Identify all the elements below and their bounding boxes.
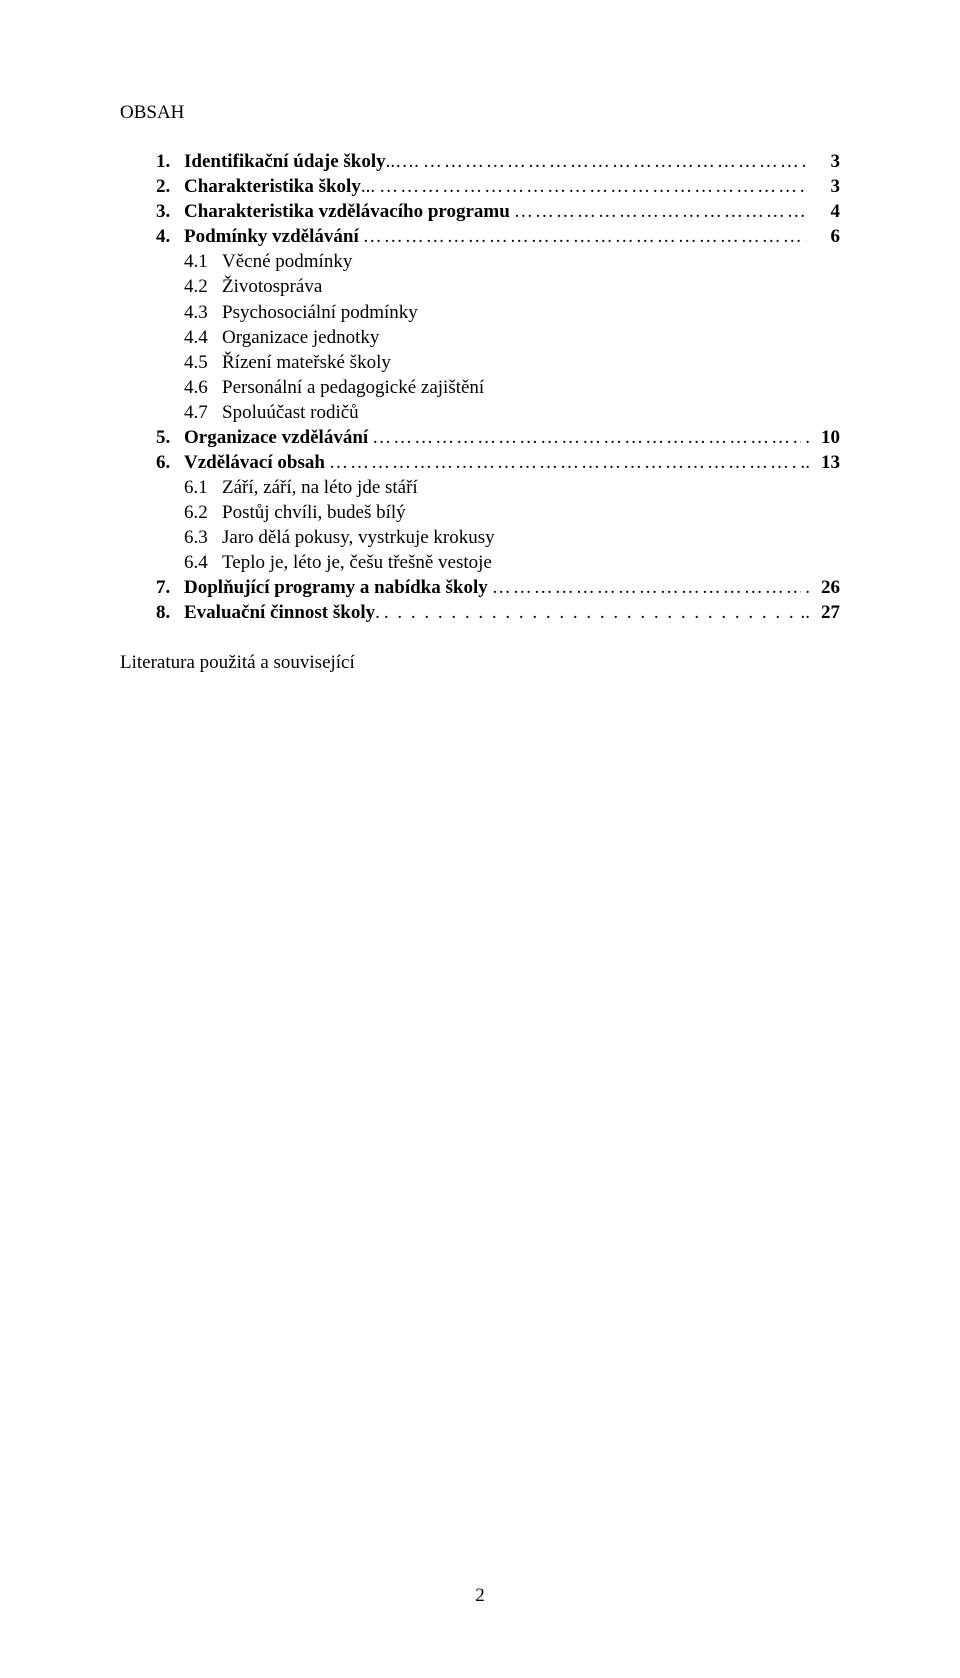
- toc-subentry: 6.3 Jaro dělá pokusy, vystrkuje krokusy: [184, 525, 840, 550]
- toc-leader: [329, 450, 797, 475]
- toc-number: 5.: [156, 425, 184, 450]
- toc-trail: .: [375, 600, 380, 625]
- toc-leader: [384, 600, 797, 625]
- toc-leader: [379, 174, 806, 199]
- toc-number: 8.: [156, 600, 184, 625]
- toc-subentry: 4.4 Organizace jednotky: [184, 325, 840, 350]
- toc-subentry: 4.2 Životospráva: [184, 274, 840, 299]
- toc-subtext: Jaro dělá pokusy, vystrkuje krokusy: [222, 525, 495, 550]
- toc-leader: [363, 224, 806, 249]
- toc-sublist: 4.1 Věcné podmínky 4.2 Životospráva 4.3 …: [156, 249, 840, 425]
- toc-subnumber: 4.2: [184, 274, 222, 299]
- toc-entry: 7. Doplňující programy a nabídka školy .…: [156, 575, 840, 600]
- toc-page: 27: [810, 600, 840, 625]
- toc-subnumber: 4.3: [184, 300, 222, 325]
- toc-subtext: Personální a pedagogické zajištění: [222, 375, 484, 400]
- toc-leader: [372, 425, 801, 450]
- toc-text: Vzdělávací obsah: [184, 450, 325, 475]
- toc-subnumber: 6.4: [184, 550, 222, 575]
- page-number: 2: [0, 1583, 960, 1608]
- toc-page: 26: [810, 575, 840, 600]
- toc-subtext: Životospráva: [222, 274, 322, 299]
- toc-leader: [514, 199, 806, 224]
- toc-subnumber: 6.1: [184, 475, 222, 500]
- toc-subentry: 4.3 Psychosociální podmínky: [184, 300, 840, 325]
- toc-text: Identifikační údaje školy: [184, 149, 386, 174]
- toc-subnumber: 6.3: [184, 525, 222, 550]
- toc-subnumber: 4.7: [184, 400, 222, 425]
- toc-entry: 3. Charakteristika vzdělávacího programu…: [156, 199, 840, 224]
- toc-subtext: Věcné podmínky: [222, 249, 352, 274]
- toc-page: 10: [810, 425, 840, 450]
- toc-entry: 4. Podmínky vzdělávání 6: [156, 224, 840, 249]
- toc-text: Evaluační činnost školy: [184, 600, 375, 625]
- toc-trail: ..: [801, 450, 811, 475]
- toc-page: 6: [810, 224, 840, 249]
- toc-page: 3: [810, 174, 840, 199]
- toc-subentry: 6.1 Září, září, na léto jde stáří: [184, 475, 840, 500]
- toc-leader: [423, 149, 806, 174]
- toc-subnumber: 4.1: [184, 249, 222, 274]
- toc-text: Charakteristika vzdělávacího programu: [184, 199, 510, 224]
- toc-subtext: Řízení mateřské školy: [222, 350, 391, 375]
- toc-trail: ..….: [386, 149, 419, 174]
- toc-title: OBSAH: [120, 100, 840, 125]
- toc-text: Organizace vzdělávání: [184, 425, 368, 450]
- toc-entry: 5. Organizace vzdělávání . 10: [156, 425, 840, 450]
- toc-subentry: 4.7 Spoluúčast rodičů: [184, 400, 840, 425]
- toc-text: Charakteristika školy: [184, 174, 361, 199]
- toc-subentry: 4.1 Věcné podmínky: [184, 249, 840, 274]
- toc-number: 6.: [156, 450, 184, 475]
- toc-entry: 1. Identifikační údaje školy ..…. 3: [156, 149, 840, 174]
- toc-entry: 6. Vzdělávací obsah .. 13: [156, 450, 840, 475]
- toc-number: 1.: [156, 149, 184, 174]
- toc-trail: ..: [801, 600, 811, 625]
- toc-number: 4.: [156, 224, 184, 249]
- toc-trail: ...: [361, 174, 375, 199]
- toc-list: 1. Identifikační údaje školy ..…. 3 2. C…: [120, 149, 840, 625]
- toc-subnumber: 6.2: [184, 500, 222, 525]
- toc-number: 3.: [156, 199, 184, 224]
- toc-subtext: Září, září, na léto jde stáří: [222, 475, 418, 500]
- toc-page: 4: [810, 199, 840, 224]
- toc-text: Podmínky vzdělávání: [184, 224, 359, 249]
- document-page: OBSAH 1. Identifikační údaje školy ..…. …: [0, 0, 960, 1678]
- toc-subtext: Spoluúčast rodičů: [222, 400, 359, 425]
- toc-leader: [492, 575, 802, 600]
- literature-line: Literatura použitá a související: [120, 650, 840, 675]
- toc-subtext: Teplo je, léto je, češu třešně vestoje: [222, 550, 492, 575]
- toc-subentry: 4.6 Personální a pedagogické zajištění: [184, 375, 840, 400]
- toc-entry: 8. Evaluační činnost školy . .. 27: [156, 600, 840, 625]
- toc-subtext: Organizace jednotky: [222, 325, 379, 350]
- toc-entry: 2. Charakteristika školy ... 3: [156, 174, 840, 199]
- toc-subentry: 6.2 Postůj chvíli, budeš bílý: [184, 500, 840, 525]
- toc-sublist: 6.1 Září, září, na léto jde stáří 6.2 Po…: [156, 475, 840, 575]
- toc-subtext: Postůj chvíli, budeš bílý: [222, 500, 406, 525]
- toc-subentry: 6.4 Teplo je, léto je, češu třešně vesto…: [184, 550, 840, 575]
- toc-subtext: Psychosociální podmínky: [222, 300, 418, 325]
- toc-page: 3: [810, 149, 840, 174]
- toc-number: 7.: [156, 575, 184, 600]
- toc-text: Doplňující programy a nabídka školy: [184, 575, 488, 600]
- toc-subnumber: 4.5: [184, 350, 222, 375]
- toc-subnumber: 4.4: [184, 325, 222, 350]
- toc-number: 2.: [156, 174, 184, 199]
- toc-subnumber: 4.6: [184, 375, 222, 400]
- toc-page: 13: [810, 450, 840, 475]
- toc-subentry: 4.5 Řízení mateřské školy: [184, 350, 840, 375]
